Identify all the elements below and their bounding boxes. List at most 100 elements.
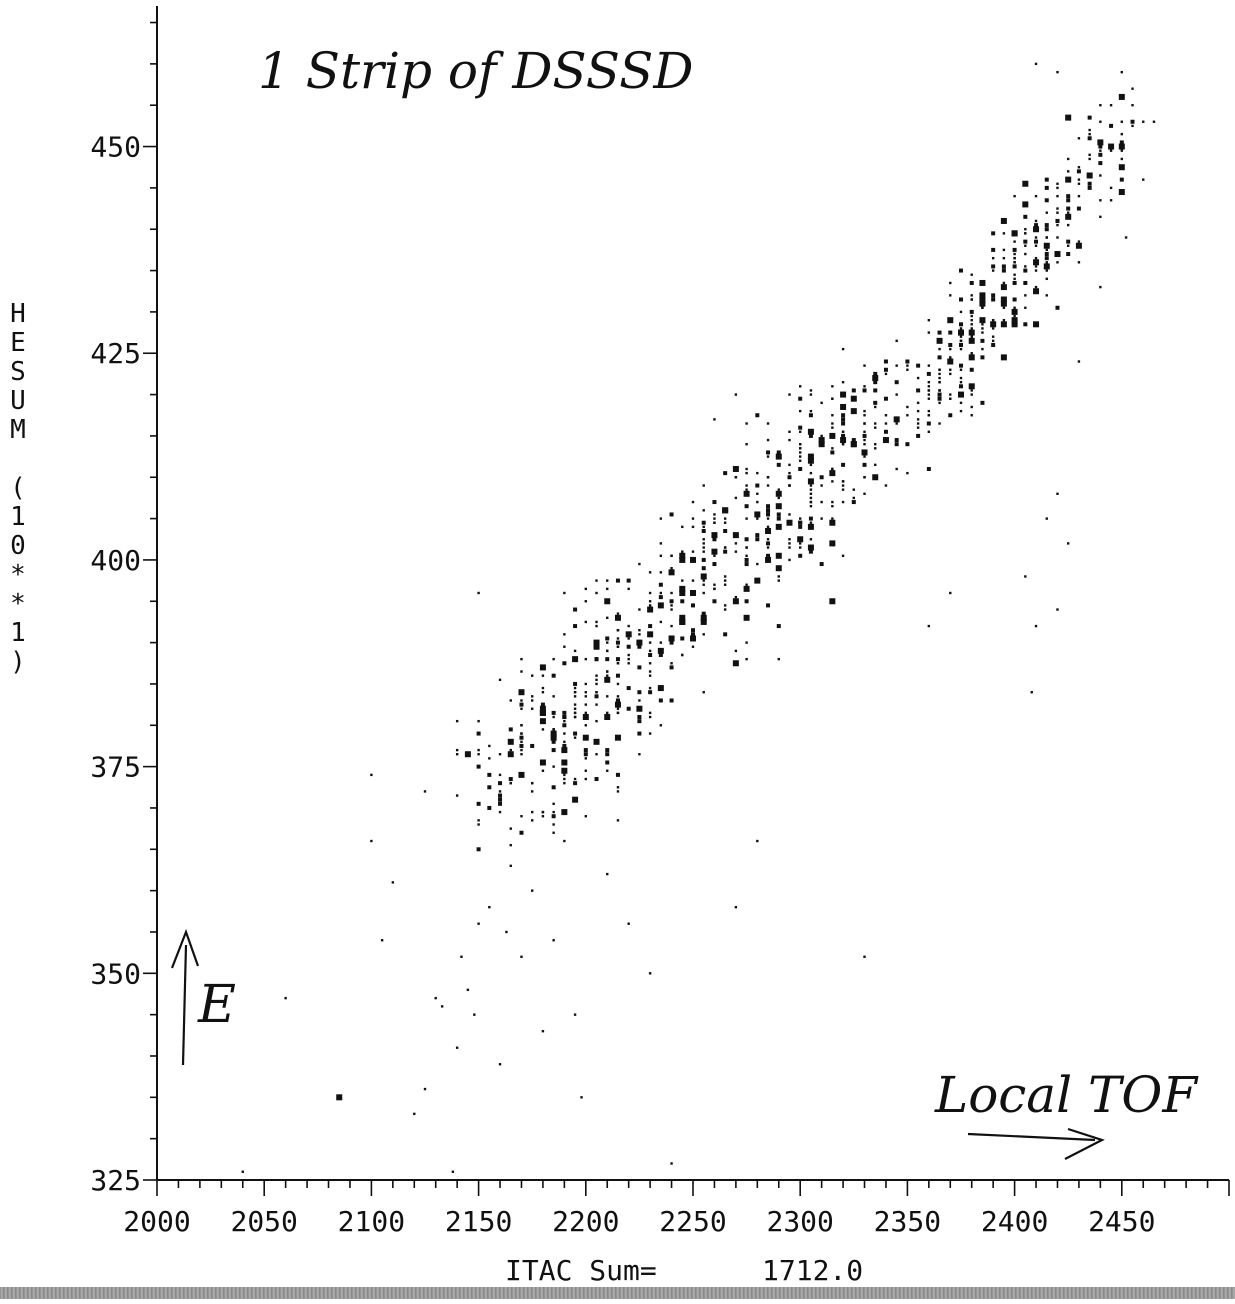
data-point bbox=[820, 476, 823, 479]
data-point bbox=[1044, 185, 1049, 190]
data-point bbox=[766, 538, 770, 541]
data-point bbox=[734, 496, 738, 500]
data-point bbox=[584, 748, 587, 752]
data-point bbox=[476, 731, 481, 736]
data-point bbox=[638, 699, 641, 702]
data-point bbox=[1086, 172, 1093, 179]
data-point bbox=[561, 747, 568, 754]
data-point bbox=[777, 579, 780, 582]
data-point bbox=[831, 422, 834, 425]
y-label-char: * bbox=[10, 589, 26, 619]
data-point bbox=[723, 579, 727, 582]
data-point bbox=[712, 537, 717, 542]
data-point bbox=[916, 376, 920, 380]
data-point bbox=[959, 368, 963, 371]
data-point bbox=[1120, 132, 1123, 136]
data-point bbox=[991, 247, 996, 252]
data-point bbox=[1013, 310, 1016, 314]
data-point bbox=[606, 579, 609, 582]
data-point bbox=[775, 490, 782, 497]
footer-value: 1712.0 bbox=[762, 1254, 863, 1287]
data-point bbox=[798, 520, 803, 525]
data-point bbox=[690, 556, 696, 563]
data-point bbox=[551, 814, 556, 819]
data-point bbox=[509, 748, 512, 752]
data-point bbox=[573, 736, 577, 739]
data-point bbox=[551, 748, 556, 753]
data-point bbox=[1011, 317, 1018, 324]
data-point bbox=[788, 542, 791, 545]
data-point bbox=[949, 397, 952, 400]
x-tick-label: 2200 bbox=[552, 1205, 619, 1238]
data-point bbox=[916, 422, 920, 425]
data-point bbox=[775, 503, 782, 510]
data-point bbox=[561, 809, 568, 816]
data-point bbox=[625, 631, 632, 638]
data-point bbox=[659, 571, 663, 574]
data-point bbox=[648, 674, 652, 677]
data-point bbox=[670, 662, 673, 665]
data-point bbox=[552, 765, 555, 768]
data-point bbox=[765, 556, 772, 563]
data-point bbox=[520, 753, 523, 756]
data-point bbox=[1066, 252, 1071, 257]
data-point bbox=[809, 389, 813, 392]
data-point bbox=[595, 674, 598, 677]
data-point bbox=[713, 587, 716, 591]
data-point bbox=[627, 624, 630, 628]
data-point bbox=[670, 566, 673, 570]
data-point bbox=[937, 355, 942, 360]
data-point bbox=[841, 433, 846, 438]
data-point bbox=[627, 657, 630, 661]
data-point bbox=[1023, 214, 1028, 219]
data-point bbox=[562, 710, 567, 715]
data-point bbox=[680, 636, 685, 641]
data-point bbox=[477, 819, 480, 822]
data-point bbox=[1013, 240, 1016, 243]
data-point bbox=[766, 476, 770, 479]
data-point bbox=[1045, 265, 1048, 268]
data-point bbox=[434, 996, 437, 1000]
data-point bbox=[862, 433, 867, 438]
data-point bbox=[820, 484, 823, 487]
data-point bbox=[777, 488, 780, 491]
data-point bbox=[831, 480, 834, 483]
data-point bbox=[1002, 281, 1006, 285]
data-point bbox=[507, 751, 514, 758]
footer-readout: ITAC Sum= 1712.0 bbox=[505, 1254, 863, 1287]
data-point bbox=[959, 380, 963, 384]
data-point bbox=[788, 471, 791, 475]
data-point bbox=[745, 546, 748, 549]
data-point bbox=[531, 674, 534, 677]
x-tick-label: 2300 bbox=[766, 1205, 833, 1238]
data-point bbox=[799, 459, 802, 462]
data-point bbox=[1088, 116, 1091, 119]
data-point bbox=[702, 550, 705, 553]
data-point bbox=[756, 517, 759, 520]
data-point bbox=[788, 484, 791, 487]
scan-border bbox=[0, 1287, 1235, 1299]
data-point bbox=[809, 496, 813, 500]
data-point bbox=[552, 715, 555, 719]
data-point bbox=[1013, 323, 1016, 326]
data-point bbox=[788, 393, 791, 396]
data-point bbox=[916, 401, 920, 405]
data-point bbox=[1099, 199, 1102, 202]
data-point bbox=[509, 827, 512, 830]
data-point bbox=[1000, 217, 1007, 224]
data-point bbox=[541, 769, 545, 772]
data-point bbox=[1109, 104, 1113, 107]
data-point bbox=[1067, 211, 1070, 214]
data-point bbox=[799, 546, 802, 549]
y-tick-label: 450 bbox=[90, 131, 141, 164]
data-point bbox=[938, 422, 941, 425]
data-point bbox=[531, 699, 534, 702]
data-point bbox=[1088, 132, 1091, 136]
data-point bbox=[561, 759, 568, 766]
data-point bbox=[949, 356, 952, 359]
y-label-char: ( bbox=[10, 473, 26, 503]
data-point bbox=[863, 385, 866, 388]
data-point bbox=[970, 339, 973, 343]
y-label-char: U bbox=[10, 386, 26, 416]
